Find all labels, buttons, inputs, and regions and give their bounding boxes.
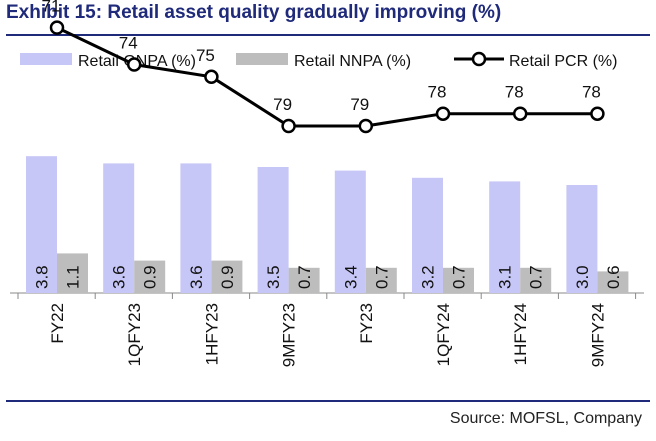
bar-nnpa (134, 260, 166, 293)
bar-gnpa (566, 185, 598, 293)
x-tick-label: FY22 (48, 303, 67, 344)
bar-nnpa (365, 267, 397, 293)
data-label-gnpa: 3.8 (33, 265, 52, 289)
point-pcr (435, 106, 451, 121)
data-label-nnpa: 0.7 (527, 265, 546, 289)
data-label-pcr: 74 (119, 34, 138, 53)
source-note: Source: MOFSL, Company (449, 410, 642, 427)
data-label-pcr: 79 (273, 95, 292, 114)
point-pcr (49, 20, 65, 35)
legend-marker-pcr (471, 51, 487, 67)
data-label-nnpa: 0.7 (295, 265, 314, 289)
bar-gnpa (334, 170, 366, 293)
bar-gnpa (412, 177, 443, 293)
bar-gnpa (180, 163, 212, 293)
data-label-nnpa: 0.7 (450, 265, 469, 289)
point-pcr (512, 106, 528, 121)
legend-swatch-nnpa (236, 53, 288, 65)
bar-nnpa (288, 267, 320, 293)
bar-nnpa (597, 271, 629, 293)
data-label-gnpa: 3.6 (187, 265, 206, 289)
data-label-pcr: 75 (196, 46, 215, 65)
bottom-divider (6, 400, 650, 402)
point-pcr (358, 118, 374, 134)
bar-nnpa (211, 260, 243, 293)
point-pcr (204, 69, 219, 85)
data-label-gnpa: 3.1 (496, 265, 515, 289)
data-label-pcr: 78 (505, 83, 524, 102)
data-label-pcr: 78 (582, 83, 601, 102)
data-label-gnpa: 3.2 (419, 265, 438, 289)
point-pcr (126, 57, 142, 72)
chart-title: Exhibit 15: Retail asset quality gradual… (6, 2, 502, 23)
plot-area: 3.8 1.1 FY22 3.6 0.9 1QFY23 3.6 0.9 1HFY23 3.5 0.7… (10, 0, 644, 367)
legend-swatch-gnpa (20, 53, 72, 65)
bar-gnpa (489, 181, 521, 293)
bar-nnpa (520, 267, 552, 293)
x-tick-label: FY23 (357, 303, 376, 344)
data-label-gnpa: 3.0 (573, 265, 592, 289)
x-tick-label: 1HFY24 (511, 303, 530, 365)
bar-gnpa (26, 156, 57, 293)
data-label-gnpa: 3.6 (110, 265, 129, 289)
data-label-pcr: 79 (350, 95, 369, 114)
x-tick-label: 9MFY23 (280, 303, 299, 367)
data-label-nnpa: 0.9 (218, 265, 237, 289)
bar-nnpa (57, 253, 88, 293)
legend-label-pcr: Retail PCR (%) (509, 53, 617, 70)
legend-label-nnpa: Retail NNPA (%) (294, 53, 411, 70)
x-tick-label: 1QFY24 (434, 303, 453, 366)
chart: Retail GNPA (%) Retail NNPA (%) Retail P… (10, 0, 644, 367)
data-label-pcr: 78 (428, 83, 447, 102)
x-tick-label: 1HFY23 (202, 303, 221, 365)
data-label-nnpa: 0.6 (604, 265, 623, 289)
data-label-gnpa: 3.5 (264, 265, 283, 289)
data-label-pcr: 71 (42, 0, 61, 16)
point-pcr (281, 118, 296, 134)
point-pcr (590, 106, 605, 121)
data-label-nnpa: 0.7 (372, 265, 391, 289)
bar-gnpa (257, 167, 289, 293)
data-label-gnpa: 3.4 (341, 265, 360, 289)
x-tick-label: 9MFY24 (588, 303, 607, 367)
bar-nnpa (443, 267, 474, 293)
x-tick-label: 1QFY23 (125, 303, 144, 366)
line-pcr (56, 26, 598, 128)
legend: Retail GNPA (%) Retail NNPA (%) Retail P… (20, 51, 617, 70)
data-label-nnpa: 1.1 (64, 265, 83, 289)
title-divider (6, 34, 650, 36)
bar-gnpa (103, 163, 135, 293)
data-label-nnpa: 0.9 (141, 265, 160, 289)
